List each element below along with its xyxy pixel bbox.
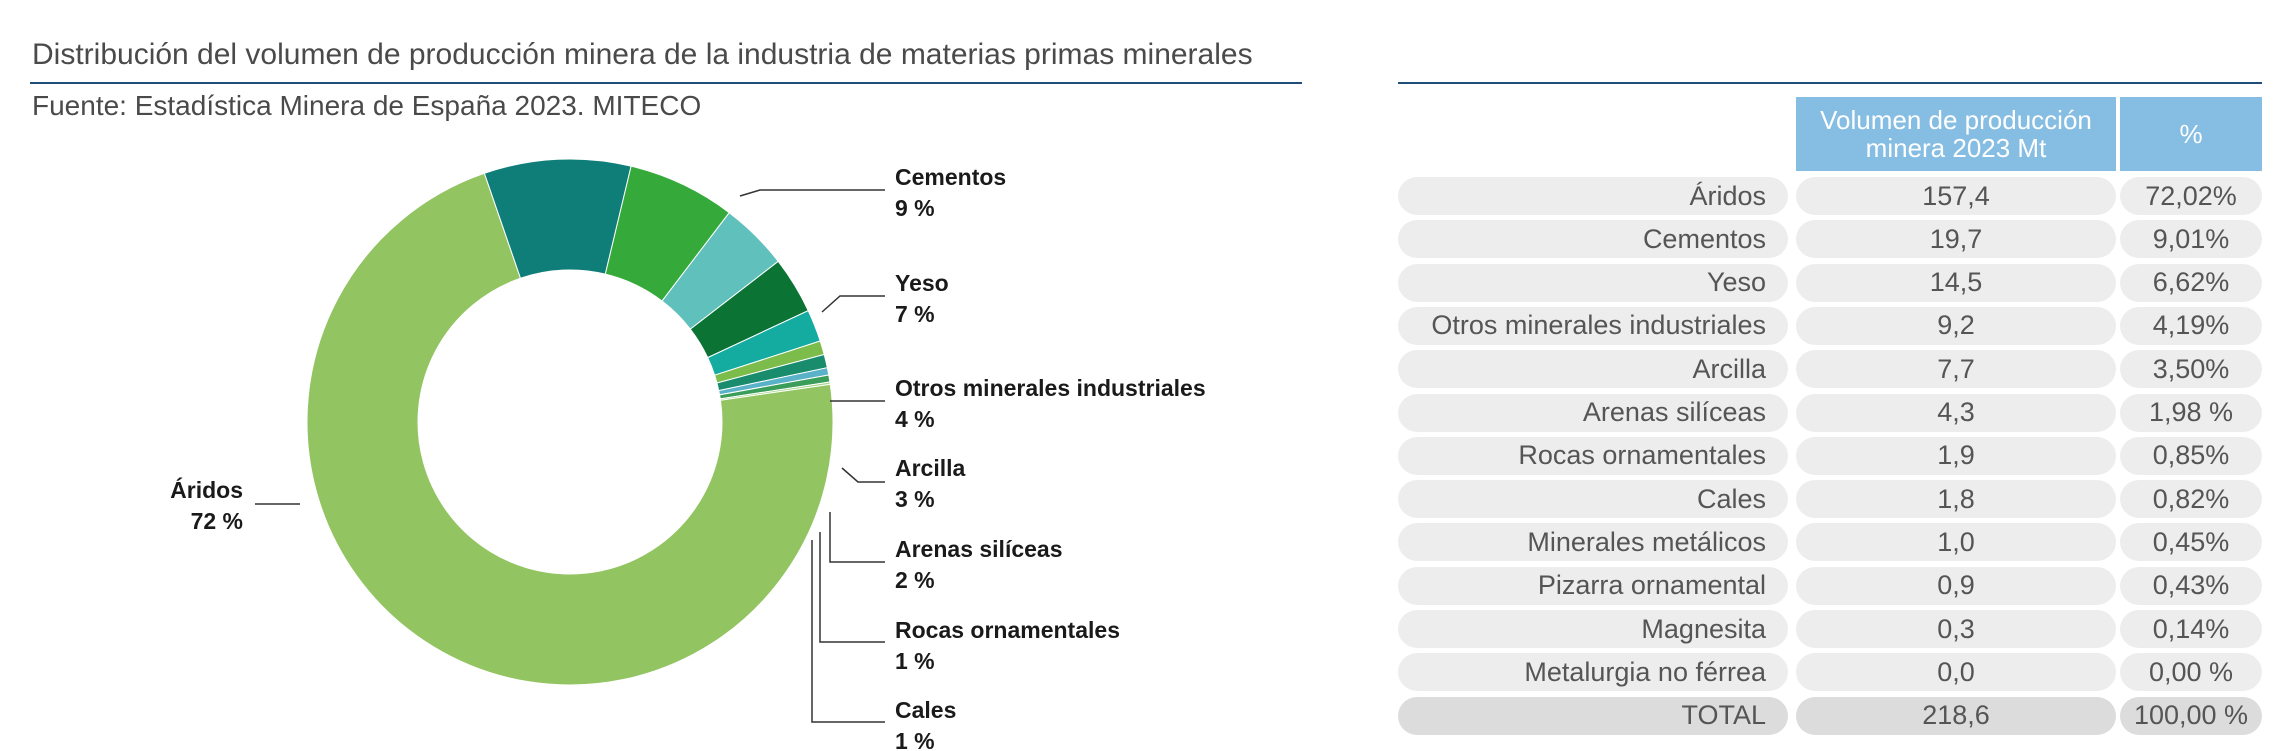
row-name: Otros minerales industriales xyxy=(1398,306,1788,345)
slice-percent-label: 7 % xyxy=(895,301,935,327)
table-row: Áridos 157,4 72,02% xyxy=(1398,177,2262,215)
donut-chart: Áridos 72 % Cementos 9 % Yeso 7 % Otros minera… xyxy=(170,158,1206,751)
row-percent: 0,85% xyxy=(2120,436,2262,475)
table-row: Magnesita 0,3 0,14% xyxy=(1398,610,2262,648)
table-row: Otros minerales industriales 9,2 4,19% xyxy=(1398,306,2262,345)
leader-line xyxy=(829,512,885,563)
chart-title: Distribución del volumen de producción m… xyxy=(32,38,1253,71)
row-name: Metalurgia no férrea xyxy=(1398,653,1788,692)
slice-percent-label: 72 % xyxy=(191,508,243,534)
slice-label: Otros minerales industriales xyxy=(895,375,1206,401)
leader-line xyxy=(811,540,885,723)
row-name: Áridos xyxy=(1398,177,1788,215)
row-volume: 0,3 xyxy=(1796,610,2116,648)
table-row: Pizarra ornamental 0,9 0,43% xyxy=(1398,566,2262,605)
row-percent: 72,02% xyxy=(2120,177,2262,215)
slice-percent-label: 1 % xyxy=(895,648,935,674)
row-name: Arenas silíceas xyxy=(1398,393,1788,432)
slice-label: Yeso xyxy=(895,270,949,296)
row-name: Minerales metálicos xyxy=(1398,523,1788,562)
chart-subtitle: Fuente: Estadística Minera de España 202… xyxy=(32,90,702,121)
slice-label: Cales xyxy=(895,697,956,723)
row-percent: 9,01% xyxy=(2120,220,2262,259)
row-name: Yeso xyxy=(1398,263,1788,302)
header-percent: % xyxy=(2120,97,2262,171)
row-volume: 218,6 xyxy=(1796,696,2116,735)
row-name: Cementos xyxy=(1398,220,1788,259)
row-volume: 1,9 xyxy=(1796,436,2116,475)
row-percent: 6,62% xyxy=(2120,263,2262,302)
row-volume: 19,7 xyxy=(1796,220,2116,259)
title-rule xyxy=(30,82,1302,84)
table-row: Cementos 19,7 9,01% xyxy=(1398,220,2262,259)
row-percent: 0,43% xyxy=(2120,566,2262,605)
leader-line xyxy=(821,295,885,313)
table-row: Rocas ornamentales 1,9 0,85% xyxy=(1398,436,2262,475)
row-percent: 3,50% xyxy=(2120,350,2262,389)
table-row: Minerales metálicos 1,0 0,45% xyxy=(1398,523,2262,562)
row-volume: 1,8 xyxy=(1796,480,2116,519)
row-name: Arcilla xyxy=(1398,350,1788,389)
row-name: TOTAL xyxy=(1398,696,1788,735)
slice-percent-label: 3 % xyxy=(895,486,935,512)
row-volume: 4,3 xyxy=(1796,393,2116,432)
table-rule xyxy=(1398,82,2262,84)
row-name: Cales xyxy=(1398,480,1788,519)
row-name: Rocas ornamentales xyxy=(1398,436,1788,475)
row-percent: 100,00 % xyxy=(2120,696,2262,735)
slice-label: Áridos xyxy=(170,476,243,503)
header-volume: Volumen de producción minera 2023 Mt xyxy=(1796,97,2116,171)
slice-label: Rocas ornamentales xyxy=(895,617,1120,643)
row-volume: 1,0 xyxy=(1796,523,2116,562)
row-percent: 0,45% xyxy=(2120,523,2262,562)
table-row: Yeso 14,5 6,62% xyxy=(1398,263,2262,302)
table-row: Arenas silíceas 4,3 1,98 % xyxy=(1398,393,2262,432)
slice-label: Cementos xyxy=(895,164,1006,190)
table-total-row: TOTAL 218,6 100,00 % xyxy=(1398,696,2262,735)
slice-percent-label: 1 % xyxy=(895,728,935,751)
row-percent: 1,98 % xyxy=(2120,393,2262,432)
row-name: Pizarra ornamental xyxy=(1398,566,1788,605)
row-percent: 0,00 % xyxy=(2120,653,2262,692)
slice-label: Arenas silíceas xyxy=(895,536,1063,562)
leader-line xyxy=(739,189,885,197)
slice-percent-label: 9 % xyxy=(895,195,935,221)
leader-line xyxy=(841,467,885,483)
row-volume: 14,5 xyxy=(1796,263,2116,302)
slice-percent-label: 4 % xyxy=(895,406,935,432)
slice-label: Arcilla xyxy=(895,455,966,481)
row-volume: 7,7 xyxy=(1796,350,2116,389)
slice-aridos xyxy=(306,172,834,686)
table-row: Cales 1,8 0,82% xyxy=(1398,480,2262,519)
row-volume: 0,9 xyxy=(1796,566,2116,605)
leader-line xyxy=(819,532,885,643)
slice-magnesita xyxy=(719,381,831,401)
table-row: Metalurgia no férrea 0,0 0,00 % xyxy=(1398,653,2262,692)
row-percent: 0,14% xyxy=(2120,610,2262,648)
row-volume: 9,2 xyxy=(1796,306,2116,345)
table-row: Arcilla 7,7 3,50% xyxy=(1398,350,2262,389)
slice-percent-label: 2 % xyxy=(895,567,935,593)
row-percent: 0,82% xyxy=(2120,480,2262,519)
row-percent: 4,19% xyxy=(2120,306,2262,345)
row-volume: 157,4 xyxy=(1796,177,2116,215)
row-name: Magnesita xyxy=(1398,610,1788,648)
row-volume: 0,0 xyxy=(1796,653,2116,692)
